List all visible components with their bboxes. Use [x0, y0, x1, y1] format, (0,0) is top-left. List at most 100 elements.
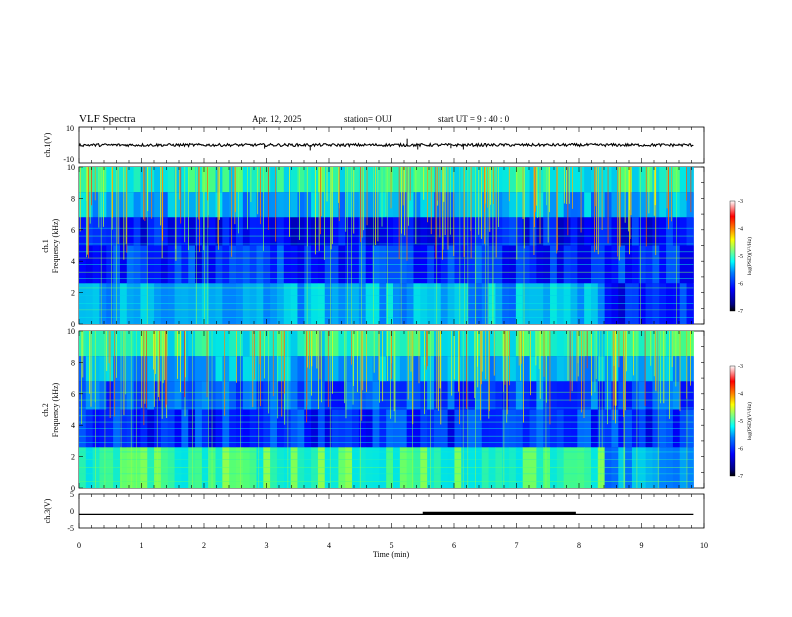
- spectrogram-cell: [447, 381, 455, 410]
- spectrogram-cell: [263, 356, 271, 382]
- spectrogram-cell: [304, 217, 312, 246]
- spectrogram-cell: [249, 217, 257, 246]
- spectrogram-cell: [236, 331, 244, 357]
- ch2-colorbar-tick-label: -4: [738, 392, 743, 398]
- spectrogram-cell: [679, 331, 688, 357]
- spectrogram-cell: [399, 331, 408, 357]
- spectrogram-cell: [372, 356, 380, 382]
- spectrogram-cell: [638, 381, 647, 410]
- ch1-waveform-xticks: [78, 127, 705, 163]
- spectrogram-cell: [154, 192, 162, 218]
- spectrogram-cell: [679, 217, 688, 246]
- spectrogram-cell: [468, 381, 476, 410]
- spectrogram-cell: [317, 167, 326, 193]
- ch2-colorbar-ticks: -3 -4 -5 -6 -7: [738, 364, 743, 480]
- spectrogram-cell: [515, 356, 524, 382]
- ch2-spectrogram-ytick-label: 10: [67, 327, 75, 336]
- time-axis-tick-label: 4: [327, 541, 331, 550]
- spectrogram-cell: [638, 356, 647, 382]
- spectrogram-cell: [113, 356, 121, 382]
- spectrogram-cell: [645, 331, 653, 357]
- ch3-trace: [79, 511, 694, 516]
- spectrogram-cell: [474, 331, 483, 357]
- spectrogram-cell: [167, 192, 176, 218]
- spectrogram-cell: [399, 356, 408, 382]
- spectrogram-cell: [550, 167, 558, 193]
- spectrogram-cell: [625, 331, 633, 357]
- spectrogram-cell: [276, 167, 285, 193]
- spectrogram-cell: [167, 356, 176, 382]
- spectrogram-cell: [249, 356, 257, 382]
- spectrogram-cell: [556, 356, 565, 382]
- spectrogram-cell: [324, 217, 333, 246]
- spectrogram-cell: [160, 167, 169, 193]
- spectrogram-cell: [276, 192, 285, 218]
- spectrogram-cell: [427, 381, 435, 410]
- spectrogram-cell: [686, 192, 694, 218]
- spectrogram-cell: [597, 356, 606, 382]
- spectrogram-cell: [126, 217, 135, 246]
- spectrogram-cell: [570, 192, 578, 218]
- spectrogram-cell: [618, 192, 626, 218]
- ch1-colorbar-tick-label: -6: [738, 282, 743, 288]
- spectrogram-cell: [79, 217, 87, 246]
- ch1-spectrogram-ylabel: Frequency (kHz): [51, 218, 60, 273]
- spectrogram-cell: [174, 167, 182, 193]
- ch1-spectrogram-ytick-label: 0: [71, 320, 75, 329]
- spectrogram-cell: [276, 381, 285, 410]
- spectrogram-cell: [154, 217, 162, 246]
- spectrogram-cell: [604, 381, 612, 410]
- spectrogram-cell: [556, 192, 565, 218]
- spectrogram-cell: [488, 167, 496, 193]
- spectrogram-cell: [584, 167, 592, 193]
- spectrogram-cell: [297, 331, 305, 357]
- spectrogram-cell: [645, 381, 653, 410]
- spectrogram-cell: [229, 217, 237, 246]
- spectrogram-cell: [495, 381, 503, 410]
- spectrogram-cell: [99, 331, 107, 357]
- spectrogram-cell: [413, 217, 421, 246]
- spectrogram-cell: [597, 217, 606, 246]
- ch3-xticks: [78, 494, 705, 528]
- spectrogram-cell: [372, 192, 380, 218]
- spectrogram-cell: [550, 192, 558, 218]
- spectrogram-cell: [597, 331, 606, 357]
- spectrogram-cell: [597, 192, 606, 218]
- spectrogram-cell: [474, 356, 483, 382]
- spectrogram-cell: [386, 192, 394, 218]
- spectrogram-cell: [297, 381, 305, 410]
- ch2-spectrogram-ytick-label: 6: [71, 390, 75, 399]
- spectrogram-cell: [495, 356, 503, 382]
- spectrogram-cell: [160, 192, 169, 218]
- spectrogram-cell: [297, 356, 305, 382]
- spectrogram-cell: [570, 356, 578, 382]
- spectrogram-cell: [167, 331, 176, 357]
- spectrogram-cell: [79, 192, 87, 218]
- spectrogram-cell: [502, 356, 510, 382]
- spectrogram-cell: [188, 217, 196, 246]
- spectrogram-cell: [577, 331, 585, 357]
- spectrogram-cell: [659, 331, 667, 357]
- ch1-colorbar-tick-label: -4: [738, 227, 743, 233]
- spectrogram-cell: [154, 331, 162, 357]
- spectrogram-cell: [283, 217, 292, 246]
- spectrogram-cell: [311, 217, 319, 246]
- spectrogram-cell: [195, 331, 203, 357]
- spectrogram-cell: [488, 217, 496, 246]
- ch1-colorbar-label: log(PSD)(V²/Hz): [746, 237, 753, 275]
- spectrogram-cell: [352, 381, 360, 410]
- spectrogram-cell: [270, 217, 278, 246]
- spectrogram-cell: [638, 331, 647, 357]
- spectrogram-cell: [406, 381, 414, 410]
- spectrogram-cell: [393, 331, 401, 357]
- time-axis-tick-label: 3: [265, 541, 269, 550]
- spectrogram-cell: [611, 167, 619, 193]
- spectrogram-cell: [495, 192, 503, 218]
- spectrogram-cell: [201, 167, 210, 193]
- spectrogram-cell: [147, 192, 155, 218]
- spectrogram-cell: [174, 331, 182, 357]
- spectrogram-cell: [201, 192, 210, 218]
- spectrogram-cell: [393, 356, 401, 382]
- spectrogram-cell: [447, 167, 455, 193]
